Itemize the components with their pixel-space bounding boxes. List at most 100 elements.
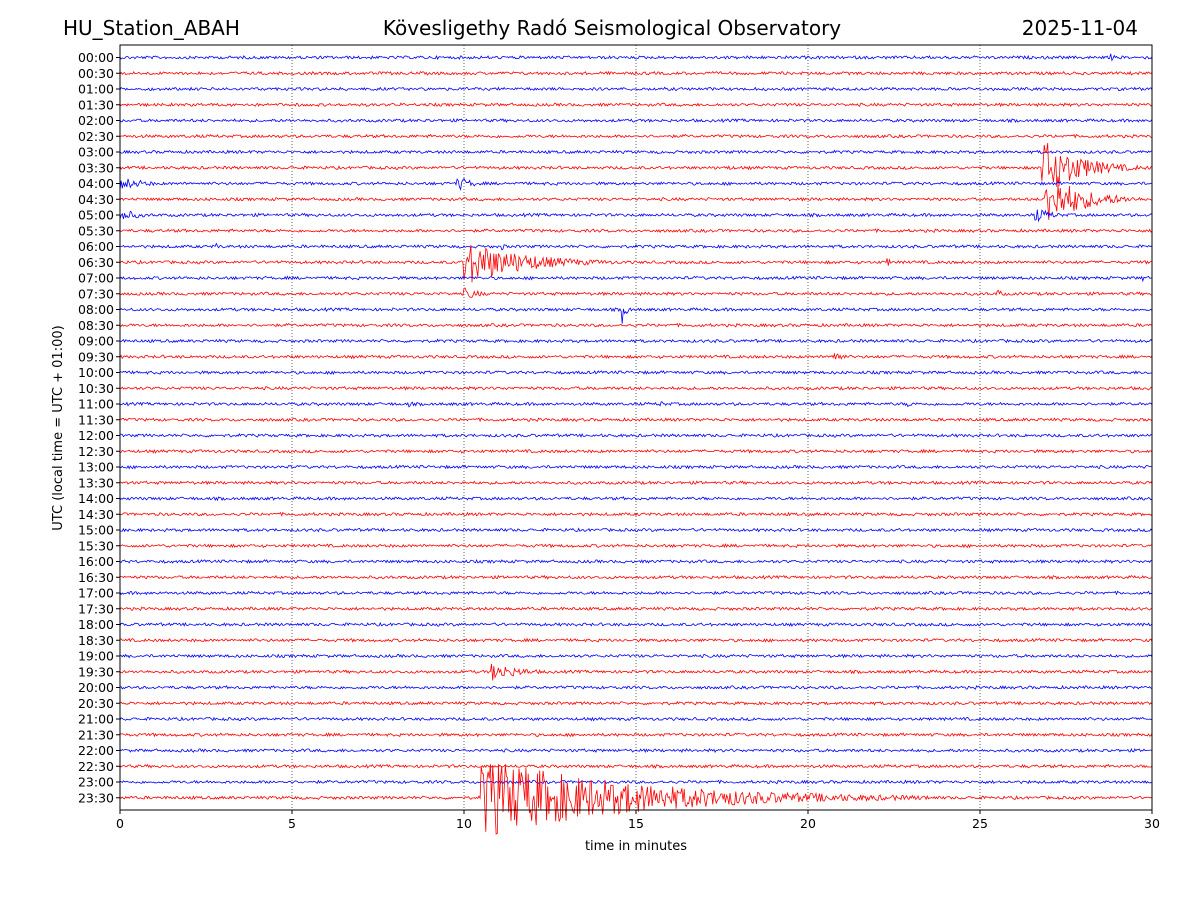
trace-17:30 (119, 606, 1153, 612)
y-tick-label-06:00: 06:00 (78, 239, 114, 254)
y-tick-label-15:00: 15:00 (78, 523, 114, 538)
y-tick-label-18:00: 18:00 (78, 617, 114, 632)
trace-15:00 (119, 527, 1153, 533)
trace-02:30 (119, 133, 1152, 139)
x-axis-label: time in minutes (585, 839, 687, 854)
x-tick-label-15: 15 (628, 816, 644, 831)
y-tick-label-12:30: 12:30 (78, 444, 114, 459)
y-tick-label-01:30: 01:30 (78, 97, 114, 112)
trace-04:30 (119, 185, 1153, 220)
y-tick-label-21:30: 21:30 (78, 727, 114, 742)
trace-21:00 (119, 716, 1153, 722)
trace-10:30 (119, 385, 1153, 391)
y-tick-label-19:00: 19:00 (78, 649, 114, 664)
y-tick-label-17:00: 17:00 (78, 586, 114, 601)
trace-15:30 (119, 543, 1153, 549)
y-tick-label-22:00: 22:00 (78, 743, 114, 758)
y-tick-label-22:30: 22:30 (78, 759, 114, 774)
trace-22:30 (119, 763, 1153, 769)
x-axis-ticks: 0 5 10 15 20 25 30 (116, 810, 1160, 831)
trace-22:00 (119, 747, 1153, 754)
station-name: HU_Station_ABAH (63, 16, 240, 40)
x-tick-label-30: 30 (1144, 816, 1160, 831)
y-tick-label-13:30: 13:30 (78, 475, 114, 490)
trace-23:30 (119, 764, 1153, 835)
trace-05:00 (119, 209, 1153, 223)
trace-16:30 (119, 574, 1153, 580)
grid-lines (291, 45, 981, 810)
trace-08:00 (119, 307, 1153, 324)
y-tick-label-11:00: 11:00 (78, 397, 114, 412)
x-tick-label-5: 5 (288, 816, 296, 831)
x-tick-label-25: 25 (972, 816, 988, 831)
y-tick-label-06:30: 06:30 (78, 255, 114, 270)
y-axis-label: UTC (local time = UTC + 01:00) (51, 325, 66, 530)
trace-18:00 (119, 621, 1153, 627)
trace-21:30 (119, 732, 1153, 738)
trace-04:00 (119, 177, 1153, 191)
trace-11:00 (119, 401, 1153, 408)
trace-02:00 (119, 117, 1153, 124)
trace-23:00 (119, 779, 1152, 785)
y-tick-label-03:00: 03:00 (78, 145, 114, 160)
y-tick-label-05:00: 05:00 (78, 208, 114, 223)
y-tick-label-10:00: 10:00 (78, 365, 114, 380)
y-tick-label-13:00: 13:00 (78, 460, 114, 475)
y-tick-label-15:30: 15:30 (78, 538, 114, 553)
y-tick-label-14:00: 14:00 (78, 491, 114, 506)
trace-05:30 (119, 228, 1153, 234)
y-tick-label-23:00: 23:00 (78, 775, 114, 790)
y-tick-label-11:30: 11:30 (78, 412, 114, 427)
y-tick-label-18:30: 18:30 (78, 633, 114, 648)
y-tick-label-21:00: 21:00 (78, 712, 114, 727)
y-tick-label-07:00: 07:00 (78, 271, 114, 286)
y-tick-label-20:30: 20:30 (78, 696, 114, 711)
x-tick-label-20: 20 (800, 816, 816, 831)
y-tick-label-04:30: 04:30 (78, 192, 114, 207)
trace-13:30 (119, 480, 1153, 486)
trace-09:30 (119, 352, 1153, 360)
trace-14:30 (119, 511, 1153, 517)
y-tick-label-19:30: 19:30 (78, 664, 114, 679)
x-tick-label-0: 0 (116, 816, 124, 831)
seismic-traces (119, 53, 1153, 835)
y-tick-label-08:30: 08:30 (78, 318, 114, 333)
y-tick-label-17:30: 17:30 (78, 601, 114, 616)
observatory-title: Kövesligethy Radó Seismological Observat… (382, 16, 842, 40)
y-tick-label-02:30: 02:30 (78, 129, 114, 144)
y-tick-label-09:00: 09:00 (78, 334, 114, 349)
trace-19:00 (119, 653, 1153, 659)
trace-19:30 (119, 663, 1153, 681)
trace-01:00 (119, 86, 1153, 92)
y-tick-label-02:00: 02:00 (78, 113, 114, 128)
trace-10:00 (119, 369, 1152, 375)
trace-11:30 (119, 417, 1153, 423)
trace-07:30 (119, 287, 1153, 298)
trace-14:00 (119, 496, 1153, 502)
trace-00:30 (119, 70, 1153, 76)
y-tick-label-00:30: 00:30 (78, 66, 114, 81)
y-tick-label-09:30: 09:30 (78, 349, 114, 364)
y-tick-label-04:00: 04:00 (78, 176, 114, 191)
y-tick-label-03:30: 03:30 (78, 160, 114, 175)
y-tick-label-10:30: 10:30 (78, 381, 114, 396)
trace-00:00 (119, 53, 1153, 62)
trace-20:00 (119, 684, 1153, 690)
trace-07:00 (119, 275, 1153, 283)
trace-13:00 (119, 464, 1153, 470)
trace-20:30 (119, 700, 1153, 706)
y-tick-label-16:30: 16:30 (78, 570, 114, 585)
y-tick-label-16:00: 16:00 (78, 554, 114, 569)
y-tick-label-00:00: 00:00 (78, 50, 114, 65)
y-tick-label-23:30: 23:30 (78, 790, 114, 805)
trace-17:00 (119, 590, 1153, 596)
trace-12:00 (119, 432, 1153, 438)
trace-16:00 (119, 558, 1153, 565)
trace-03:30 (119, 142, 1153, 187)
y-tick-label-14:30: 14:30 (78, 507, 114, 522)
trace-08:30 (119, 322, 1153, 328)
x-tick-label-10: 10 (456, 816, 472, 831)
trace-12:30 (119, 448, 1153, 454)
trace-03:00 (119, 149, 1153, 155)
